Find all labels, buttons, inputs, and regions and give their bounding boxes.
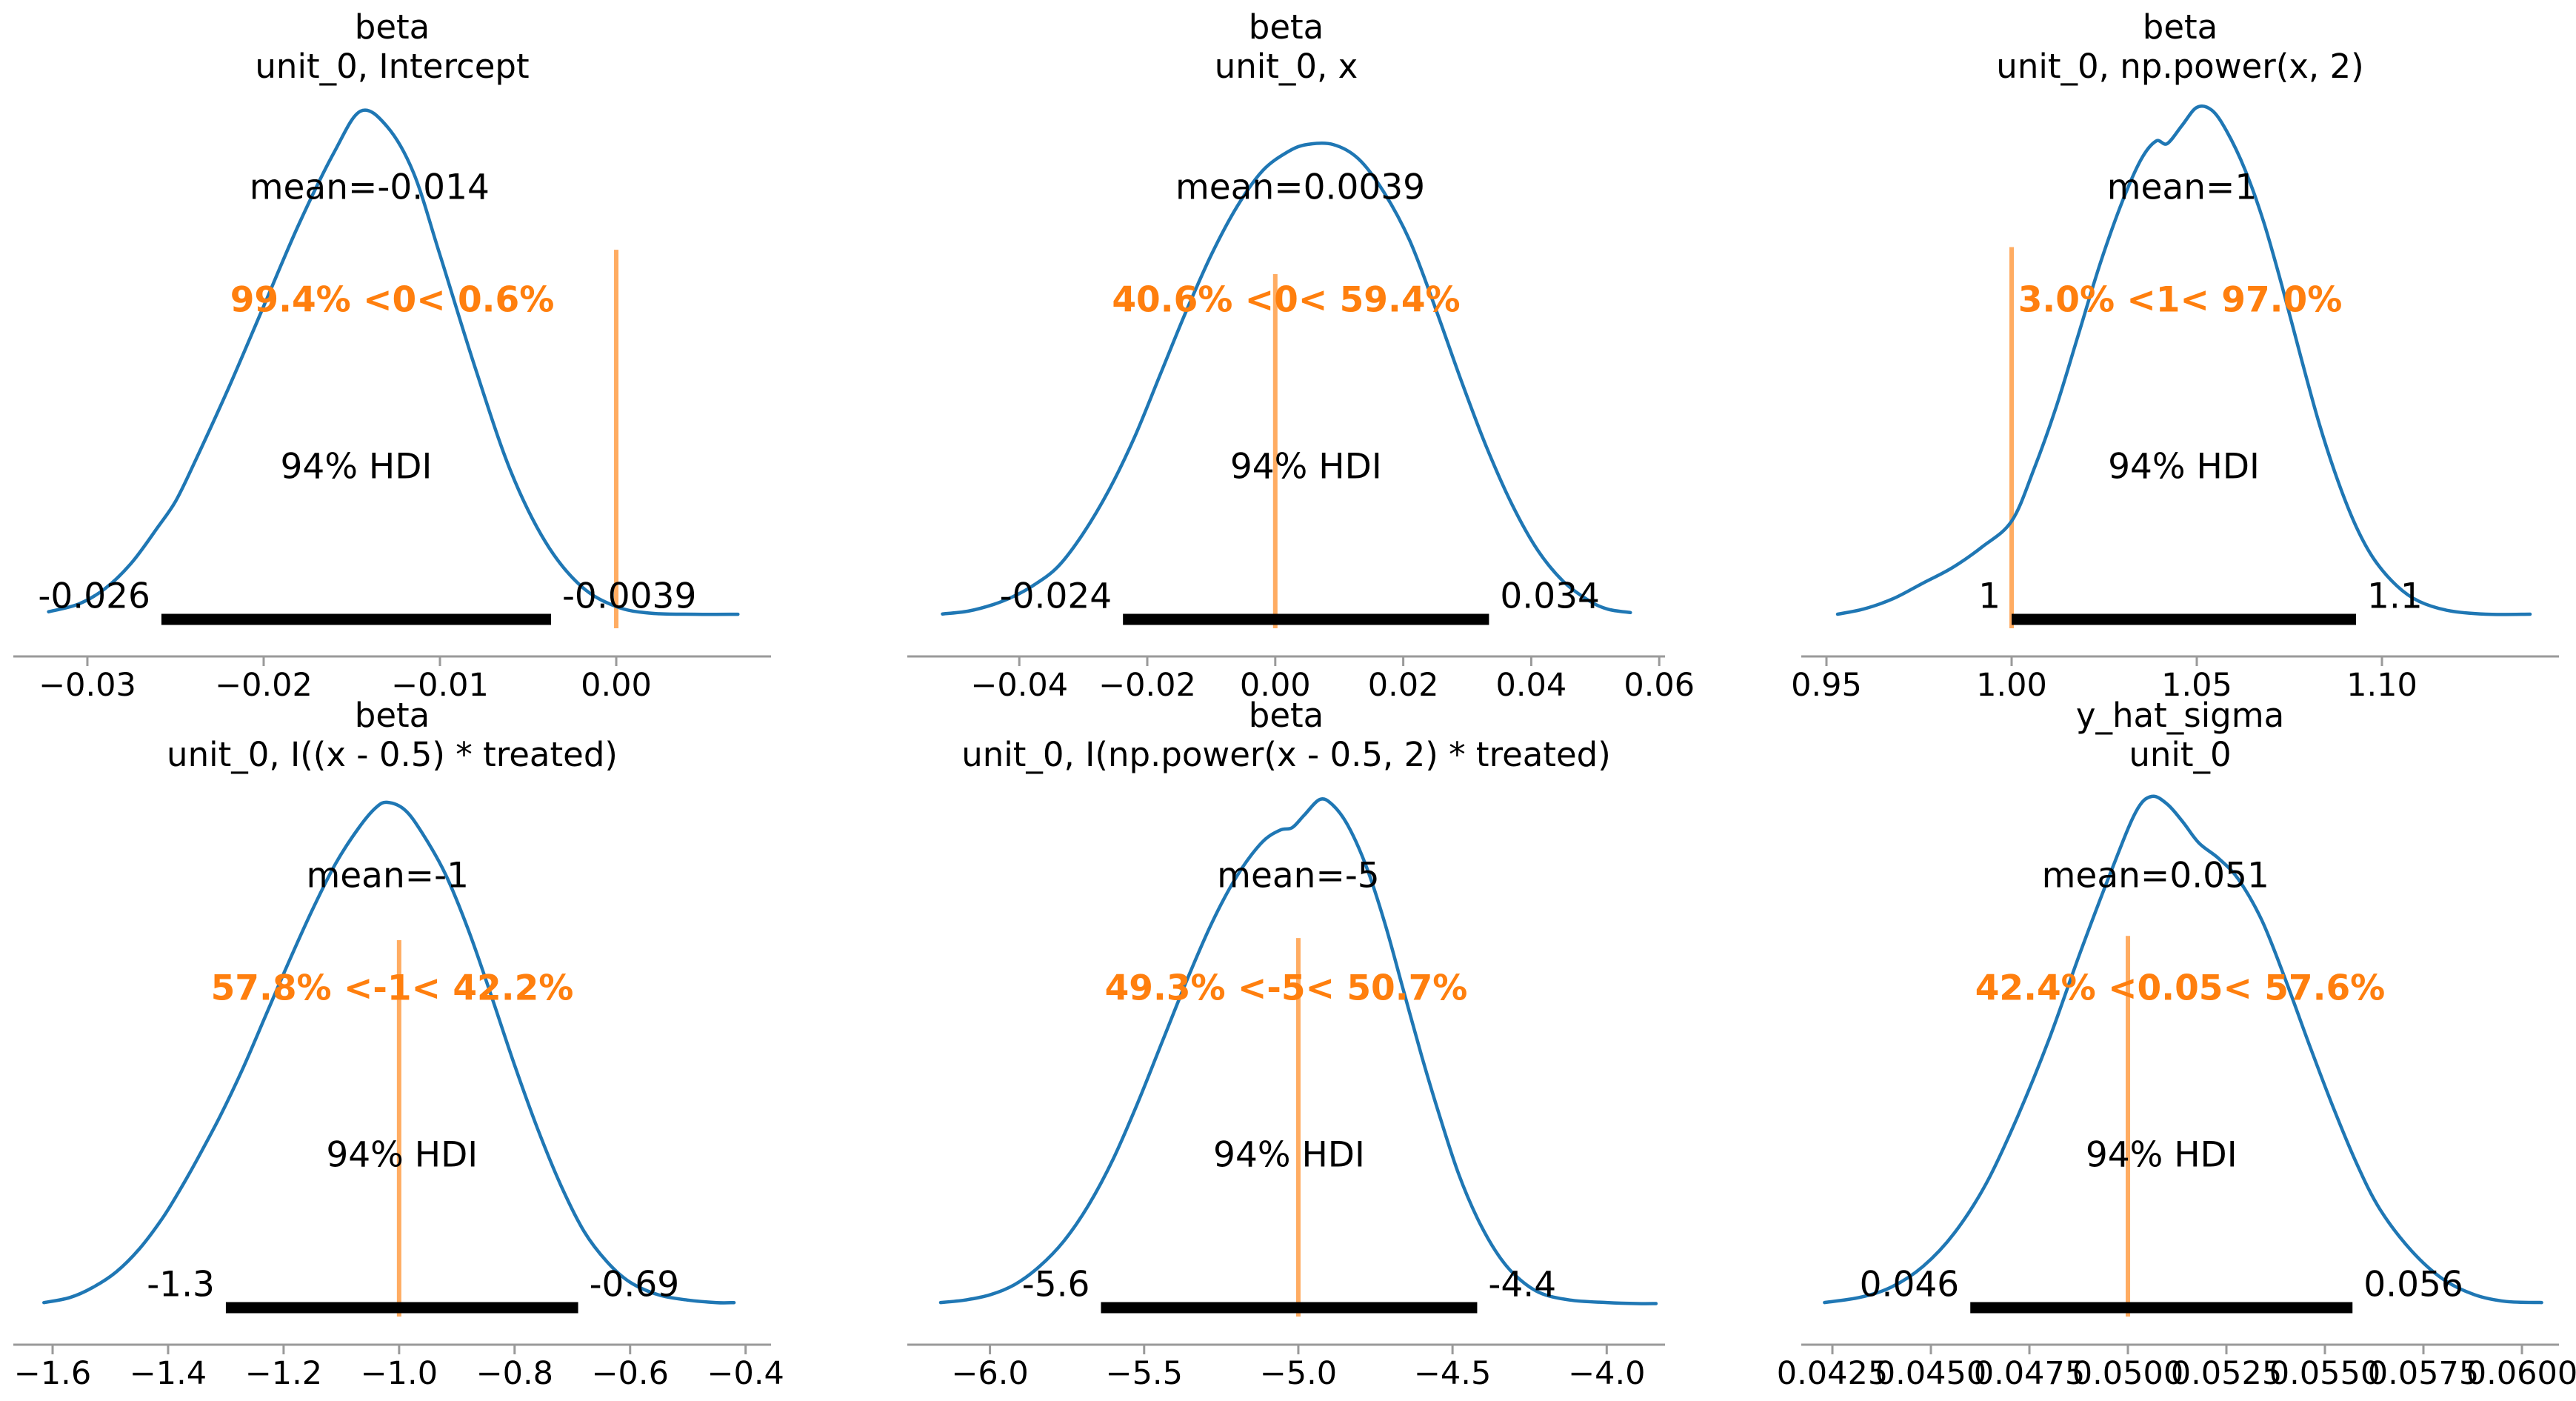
subplot-title: y_hat_sigma unit_0 <box>2076 696 2284 774</box>
kde-curve <box>1835 104 2532 616</box>
x-tick-label: 0.00 <box>1240 667 1311 704</box>
x-tick-label: −1.0 <box>361 1355 438 1392</box>
hdi-lower-value: -5.6 <box>1021 1264 1090 1305</box>
subplot-title-coord: unit_0 <box>2129 735 2232 774</box>
subplot-title-coord: unit_0, Intercept <box>255 47 530 86</box>
ref-value-annotation: 40.6% <0< 59.4% <box>1112 279 1461 321</box>
x-tick-label: −1.6 <box>14 1355 91 1392</box>
hdi-bar <box>1123 613 1489 625</box>
hdi-upper-value: 1.1 <box>2367 576 2423 617</box>
x-tick-label: 0.0600 <box>2466 1355 2576 1392</box>
hdi-label: 94% HDI <box>2085 1134 2238 1176</box>
subplot-title-var: beta <box>2142 7 2218 47</box>
hdi-lower-value: -0.026 <box>38 576 150 617</box>
x-tick-label: 0.0450 <box>1875 1355 1986 1392</box>
x-tick-label: 0.0425 <box>1777 1355 1888 1392</box>
x-tick-label: 0.0550 <box>2269 1355 2380 1392</box>
subplot-title-coord: unit_0, np.power(x, 2) <box>1996 47 2364 86</box>
ref-value-annotation: 57.8% <-1< 42.2% <box>210 968 574 1009</box>
hdi-lower-value: -1.3 <box>147 1264 215 1305</box>
hdi-lower-value: -0.024 <box>999 576 1112 617</box>
subplot-title: beta unit_0, I(np.power(x - 0.5, 2) * tr… <box>961 696 1611 774</box>
x-tick-label: −0.4 <box>707 1355 784 1392</box>
hdi-upper-value: -0.69 <box>589 1264 680 1305</box>
kde-curve <box>42 800 736 1305</box>
subplot-title-coord: unit_0, x <box>1214 47 1358 86</box>
subplot-title: beta unit_0, I((x - 0.5) * treated) <box>167 696 618 774</box>
x-tick-label: 0.0475 <box>1974 1355 2085 1392</box>
x-tick-label: 0.02 <box>1368 667 1439 704</box>
hdi-lower-value: 0.046 <box>1859 1264 1960 1305</box>
x-tick-label: 1.10 <box>2346 667 2417 704</box>
x-tick-label: −5.5 <box>1106 1355 1183 1392</box>
x-tick-label: −6.0 <box>951 1355 1028 1392</box>
subplot-title-var: y_hat_sigma <box>2075 696 2285 735</box>
x-tick-label: 0.04 <box>1496 667 1567 704</box>
hdi-upper-value: -0.0039 <box>561 576 697 617</box>
subplot-title-var: beta <box>354 696 430 735</box>
x-tick-label: 0.95 <box>1791 667 1862 704</box>
mean-annotation: mean=0.051 <box>2041 855 2269 896</box>
x-tick-label: −4.5 <box>1414 1355 1491 1392</box>
mean-annotation: mean=-1 <box>306 855 470 896</box>
mean-annotation: mean=-0.014 <box>249 167 490 208</box>
hdi-upper-value: 0.056 <box>2363 1264 2463 1305</box>
mean-annotation: mean=-5 <box>1217 855 1380 896</box>
subplot-title-var: beta <box>1248 7 1324 47</box>
hdi-bar <box>161 613 551 625</box>
kde-curve <box>938 797 1658 1305</box>
hdi-bar <box>1970 1302 2353 1314</box>
x-tick-label: −0.02 <box>215 667 313 704</box>
hdi-bar <box>2012 613 2356 625</box>
x-tick-label: −0.8 <box>476 1355 553 1392</box>
hdi-bar <box>1101 1302 1478 1314</box>
ref-value-annotation: 99.4% <0< 0.6% <box>230 279 555 321</box>
x-tick-label: −1.4 <box>130 1355 207 1392</box>
x-tick-label: 0.0575 <box>2368 1355 2479 1392</box>
hdi-lower-value: 1 <box>1978 576 2001 617</box>
x-tick-label: 0.0525 <box>2171 1355 2282 1392</box>
hdi-upper-value: 0.034 <box>1500 576 1600 617</box>
subplot-title-coord: unit_0, I(np.power(x - 0.5, 2) * treated… <box>961 735 1611 774</box>
x-tick-label: 0.0500 <box>2072 1355 2183 1392</box>
hdi-label: 94% HDI <box>1213 1134 1365 1176</box>
mean-annotation: mean=0.0039 <box>1175 167 1426 208</box>
x-tick-label: −0.6 <box>592 1355 669 1392</box>
subplot-title-var: beta <box>354 7 430 47</box>
x-tick-label: −4.0 <box>1568 1355 1645 1392</box>
x-tick-label: 0.06 <box>1624 667 1695 704</box>
x-tick-label: 1.05 <box>2161 667 2232 704</box>
x-tick-label: 1.00 <box>1976 667 2047 704</box>
x-tick-label: −0.01 <box>391 667 489 704</box>
kde-curve <box>1823 794 2543 1305</box>
hdi-label: 94% HDI <box>326 1134 478 1176</box>
ref-value-annotation: 42.4% <0.05< 57.6% <box>1975 968 2386 1009</box>
ref-value-annotation: 49.3% <-5< 50.7% <box>1104 968 1468 1009</box>
kde-curve <box>941 141 1632 616</box>
hdi-upper-value: -4.4 <box>1488 1264 1557 1305</box>
hdi-label: 94% HDI <box>1229 446 1382 487</box>
subplot-title: beta unit_0, x <box>1215 7 1358 86</box>
hdi-label: 94% HDI <box>280 446 433 487</box>
hdi-bar <box>225 1302 578 1314</box>
subplot-title: beta unit_0, np.power(x, 2) <box>1996 7 2363 86</box>
subplot-title-var: beta <box>1248 696 1324 735</box>
x-tick-label: −0.04 <box>970 667 1068 704</box>
x-tick-label: −5.0 <box>1260 1355 1337 1392</box>
x-tick-label: −1.2 <box>245 1355 322 1392</box>
ref-value-annotation: 3.0% <1< 97.0% <box>2018 279 2343 321</box>
kde-curve <box>47 108 740 616</box>
x-tick-label: 0.00 <box>581 667 652 704</box>
subplot-title: beta unit_0, Intercept <box>255 7 529 86</box>
x-tick-label: −0.02 <box>1098 667 1196 704</box>
x-tick-label: −0.03 <box>39 667 136 704</box>
hdi-label: 94% HDI <box>2108 446 2260 487</box>
mean-annotation: mean=1 <box>2106 167 2258 208</box>
subplot-title-coord: unit_0, I((x - 0.5) * treated) <box>167 735 618 774</box>
